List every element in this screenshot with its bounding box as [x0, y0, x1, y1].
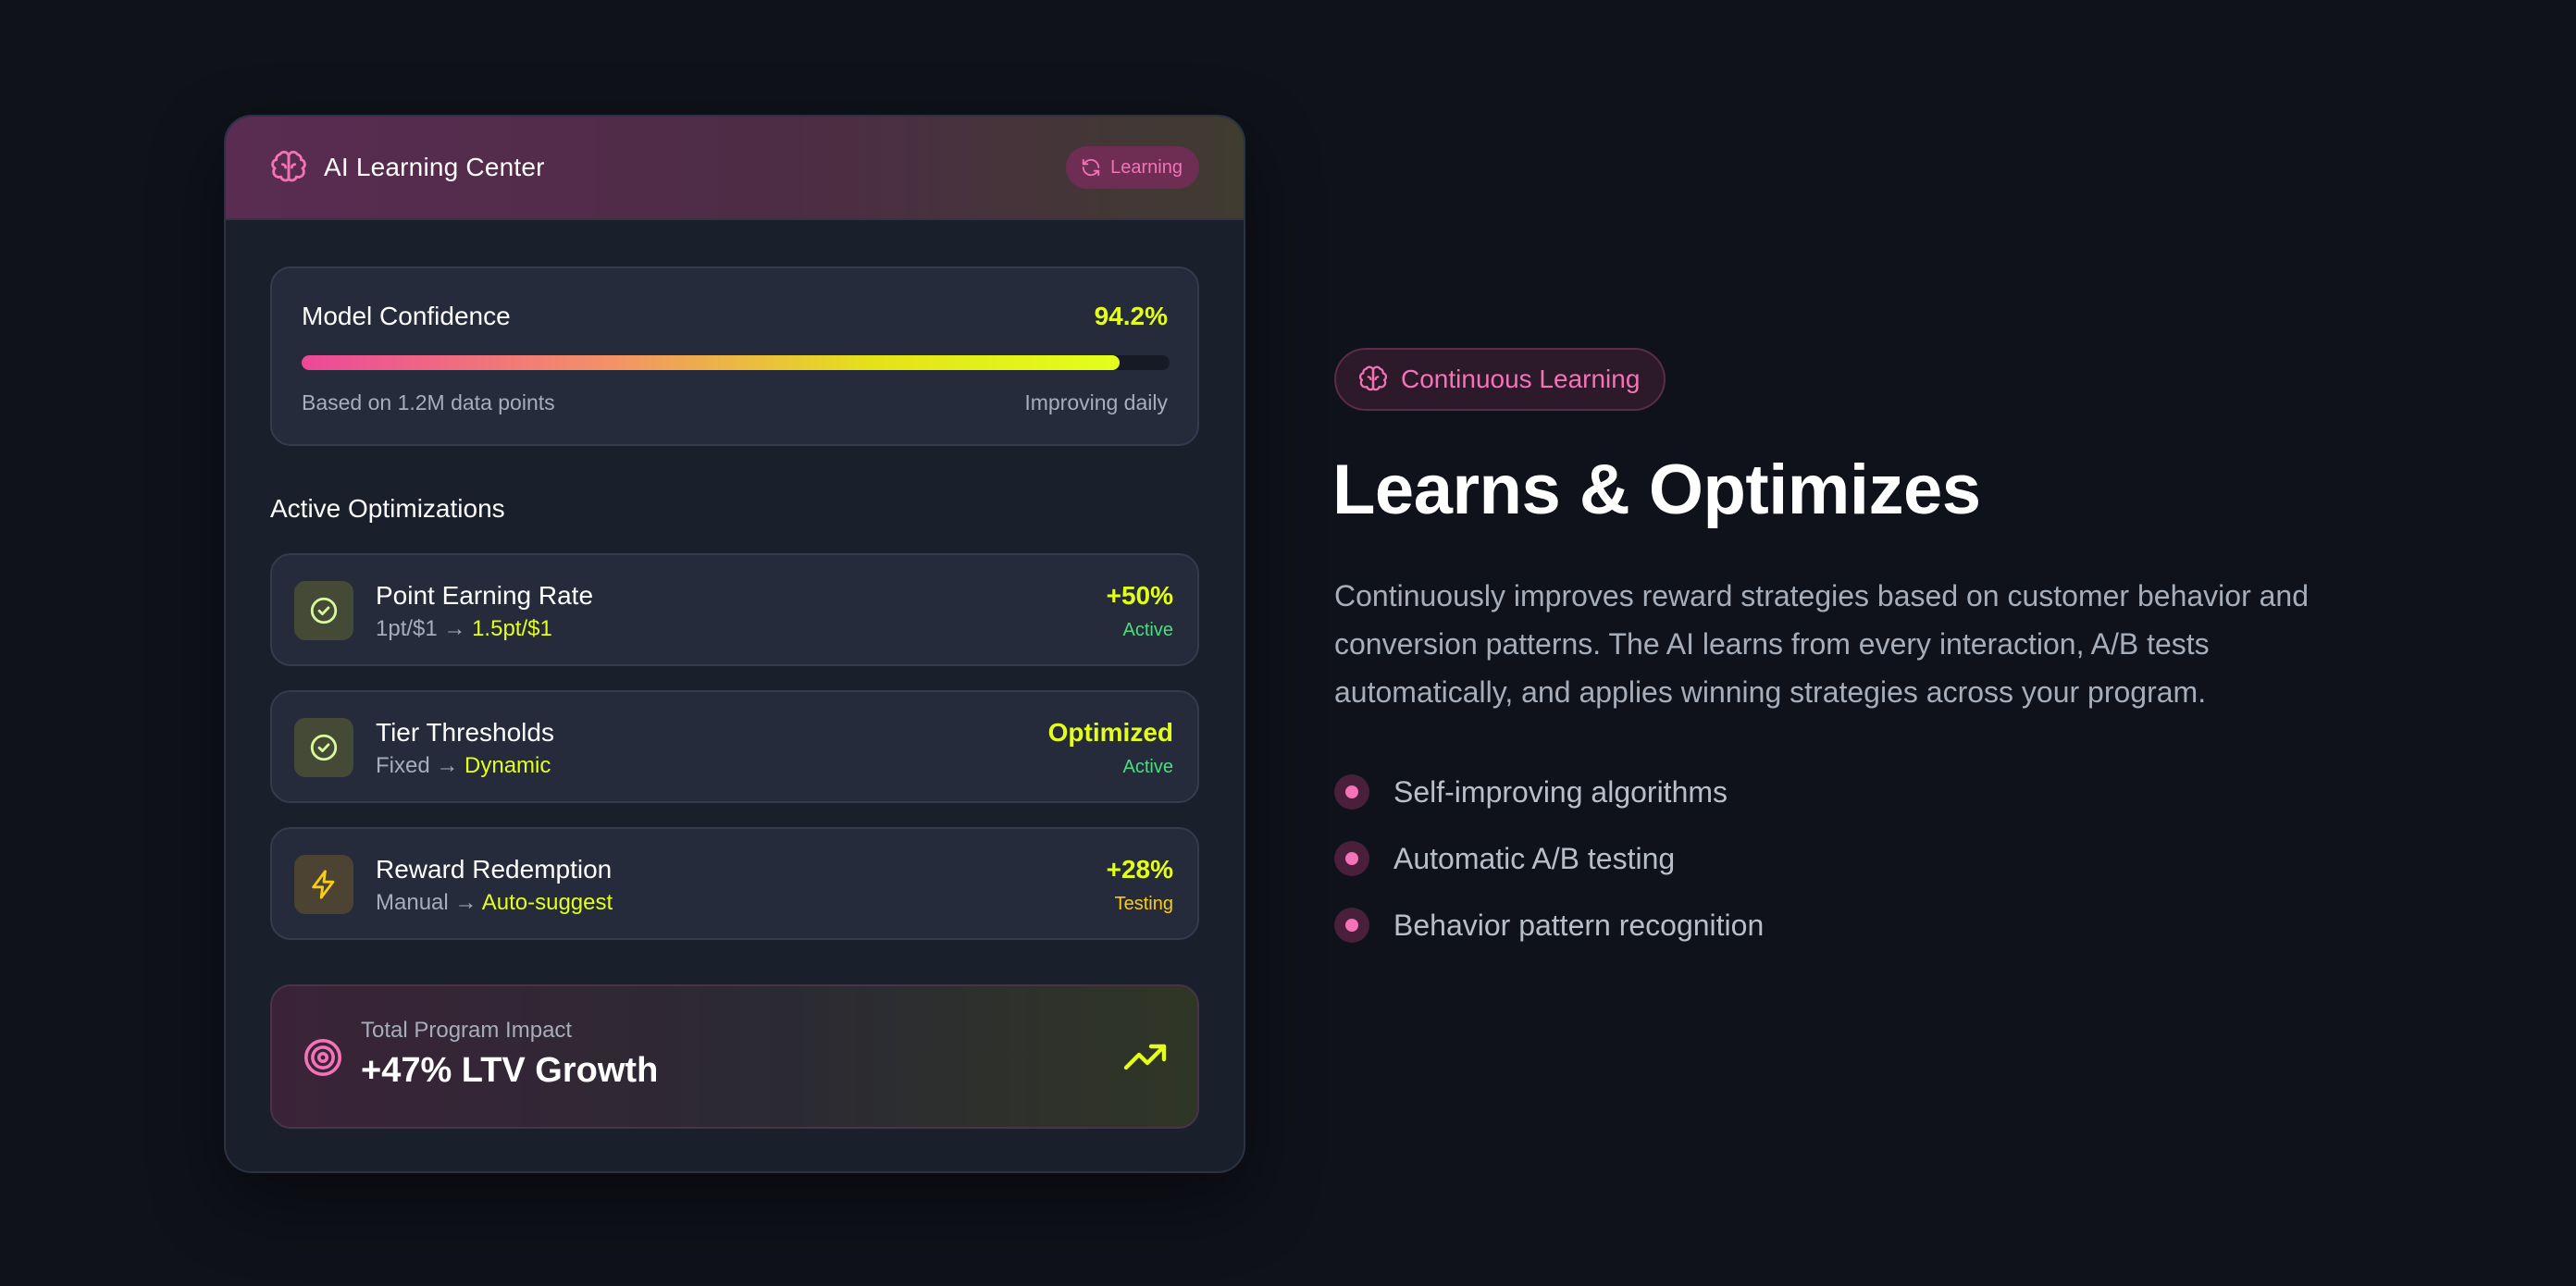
optimization-title: Tier Thresholds	[376, 718, 554, 747]
check-circle-icon	[294, 581, 353, 640]
learning-status-label: Learning	[1110, 156, 1183, 178]
check-circle-icon	[294, 718, 353, 777]
confidence-value: 94.2%	[1094, 302, 1168, 330]
list-item: Behavior pattern recognition	[1334, 892, 1764, 958]
card-header: AI Learning Center Learning	[226, 117, 1244, 220]
brain-icon	[270, 149, 307, 186]
bullet-dot-icon	[1334, 908, 1369, 943]
list-item: Automatic A/B testing	[1334, 825, 1764, 892]
optimization-point-earning-rate[interactable]: Point Earning Rate 1pt/$1 → 1.5pt/$1 +50…	[270, 553, 1199, 666]
bullet-text: Automatic A/B testing	[1393, 841, 1676, 875]
pill-label: Continuous Learning	[1401, 365, 1641, 393]
brain-icon	[1359, 365, 1387, 391]
impact-label: Total Program Impact	[361, 1018, 573, 1043]
total-program-impact: Total Program Impact +47% LTV Growth	[270, 984, 1199, 1129]
optimization-change: Manual → Auto-suggest	[376, 890, 613, 915]
active-optimizations-title: Active Optimizations	[270, 494, 505, 523]
optimization-status: Active	[1122, 620, 1173, 640]
optimization-change: Fixed → Dynamic	[376, 753, 551, 778]
confidence-progress-track	[302, 355, 1170, 370]
target-icon	[303, 1038, 342, 1077]
optimization-reward-redemption[interactable]: Reward Redemption Manual → Auto-suggest …	[270, 827, 1199, 940]
optimization-tier-thresholds[interactable]: Tier Thresholds Fixed → Dynamic Optimize…	[270, 690, 1199, 803]
feature-headline: Learns & Optimizes	[1332, 451, 1981, 529]
continuous-learning-pill: Continuous Learning	[1334, 348, 1666, 411]
bullet-text: Behavior pattern recognition	[1393, 908, 1765, 942]
optimization-value: +50%	[1106, 581, 1173, 610]
confidence-trend-note: Improving daily	[1024, 390, 1168, 414]
trending-up-icon	[1123, 1044, 1167, 1070]
bullet-dot-icon	[1334, 774, 1369, 810]
confidence-label: Model Confidence	[302, 302, 511, 330]
card-title: AI Learning Center	[324, 153, 545, 181]
ai-learning-center-card: AI Learning Center Learning Model Confid…	[224, 115, 1245, 1173]
learning-status-badge: Learning	[1066, 146, 1199, 189]
confidence-data-points: Based on 1.2M data points	[302, 390, 555, 414]
lightning-icon	[294, 855, 353, 914]
optimization-change: 1pt/$1 → 1.5pt/$1	[376, 616, 552, 641]
feature-bullet-list: Self-improving algorithms Automatic A/B …	[1334, 759, 1764, 958]
bullet-text: Self-improving algorithms	[1393, 774, 1728, 809]
model-confidence-panel: Model Confidence 94.2% Based on 1.2M dat…	[270, 266, 1199, 446]
refresh-icon	[1082, 158, 1100, 177]
bullet-dot-icon	[1334, 841, 1369, 876]
feature-description: Continuously improves reward strategies …	[1334, 579, 2309, 709]
impact-value: +47% LTV Growth	[361, 1051, 659, 1090]
optimization-value: Optimized	[1047, 718, 1173, 747]
optimization-title: Reward Redemption	[376, 855, 613, 884]
optimization-title: Point Earning Rate	[376, 581, 594, 610]
optimization-value: +28%	[1106, 855, 1173, 884]
list-item: Self-improving algorithms	[1334, 759, 1764, 825]
optimization-status: Testing	[1114, 894, 1173, 914]
confidence-progress-fill	[302, 355, 1120, 370]
optimization-status: Active	[1122, 757, 1173, 777]
